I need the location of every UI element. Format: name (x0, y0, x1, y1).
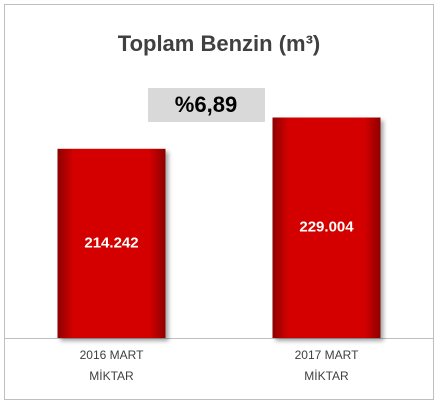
x-tick-label-box: 2016 MART MİKTAR (79, 348, 144, 383)
bar (272, 117, 381, 338)
data-label: 229.004 (299, 219, 354, 236)
x-tick-label-box: 2017 MART MİKTAR (294, 348, 359, 383)
annotation-box (148, 88, 265, 122)
x-tick-label: 2017 MART MİKTAR (294, 348, 359, 383)
annotation: %6,89 (175, 92, 237, 117)
data-label: 214.242 (84, 234, 138, 251)
bar (57, 148, 166, 338)
chart-title: Toplam Benzin (m³) (118, 31, 320, 56)
x-tick-label: 2016 MART MİKTAR (79, 348, 144, 383)
